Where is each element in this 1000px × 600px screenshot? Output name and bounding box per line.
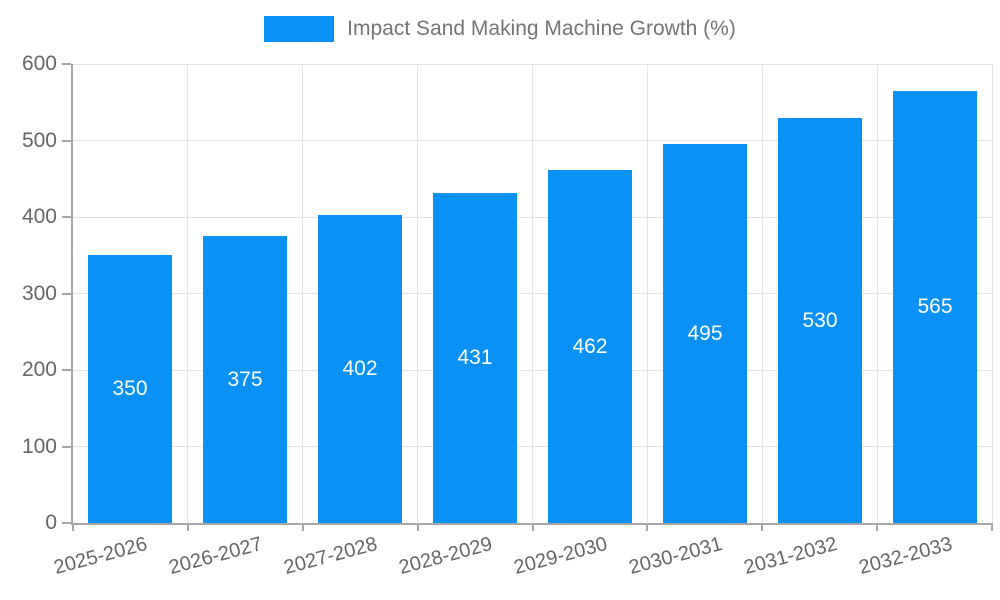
y-axis-tick-label: 300 [21, 281, 57, 305]
x-gridline [302, 64, 304, 523]
bar-value-label: 402 [342, 357, 378, 380]
x-gridline [876, 64, 878, 523]
y-tick-mark [62, 369, 71, 371]
y-axis-tick-label: 400 [21, 205, 57, 228]
bar-value-label: 530 [802, 308, 838, 332]
y-tick-mark [62, 63, 71, 65]
x-tick-mark [301, 523, 304, 531]
y-tick-mark [62, 292, 71, 295]
bar-value-label: 565 [917, 295, 953, 318]
bar-value-label: 350 [112, 377, 148, 400]
y-axis-tick-label: 600 [21, 52, 57, 75]
x-tick-mark [72, 523, 74, 531]
x-tick-mark [531, 523, 534, 531]
bar[interactable]: 530 [778, 118, 862, 523]
y-axis-tick-label: 0 [45, 511, 57, 534]
y-axis-tick-label: 200 [21, 358, 57, 381]
x-tick-mark [761, 523, 764, 531]
y-tick-mark [62, 216, 71, 218]
bar-value-label: 431 [457, 346, 493, 369]
bar-value-label: 462 [572, 334, 608, 358]
x-tick-mark [416, 523, 419, 531]
y-axis-tick-label: 100 [21, 434, 57, 458]
bar-value-label: 495 [687, 321, 723, 345]
x-tick-mark [991, 523, 993, 531]
x-gridline [991, 64, 993, 523]
bar[interactable]: 565 [893, 91, 977, 523]
legend: Impact Sand Making Machine Growth (%) [0, 16, 1000, 42]
bar[interactable]: 350 [88, 255, 172, 523]
y-axis-tick-label: 500 [21, 128, 57, 152]
legend-swatch-icon [264, 16, 335, 42]
y-tick-mark [62, 445, 71, 448]
bar[interactable]: 431 [433, 193, 517, 523]
x-gridline [761, 64, 763, 523]
plot-area: 0 100 200 300 400 500 600 350 2025-2026 375 2026-2… [22, 52, 993, 579]
y-tick-mark [62, 522, 71, 524]
bar[interactable]: 495 [663, 144, 747, 523]
x-tick-mark [646, 523, 649, 531]
bar-value-label: 375 [227, 367, 263, 391]
legend-label: Impact Sand Making Machine Growth (%) [347, 17, 736, 40]
bar[interactable]: 462 [548, 170, 632, 523]
bar[interactable]: 402 [318, 215, 402, 523]
x-gridline [187, 64, 189, 523]
x-gridline [646, 64, 648, 523]
legend-item[interactable]: Impact Sand Making Machine Growth (%) [264, 16, 736, 42]
x-tick-mark [876, 523, 879, 531]
x-gridline [417, 64, 419, 523]
x-gridline [532, 64, 533, 523]
x-tick-mark [186, 523, 189, 531]
bar[interactable]: 375 [203, 236, 287, 523]
y-tick-mark [62, 139, 71, 142]
